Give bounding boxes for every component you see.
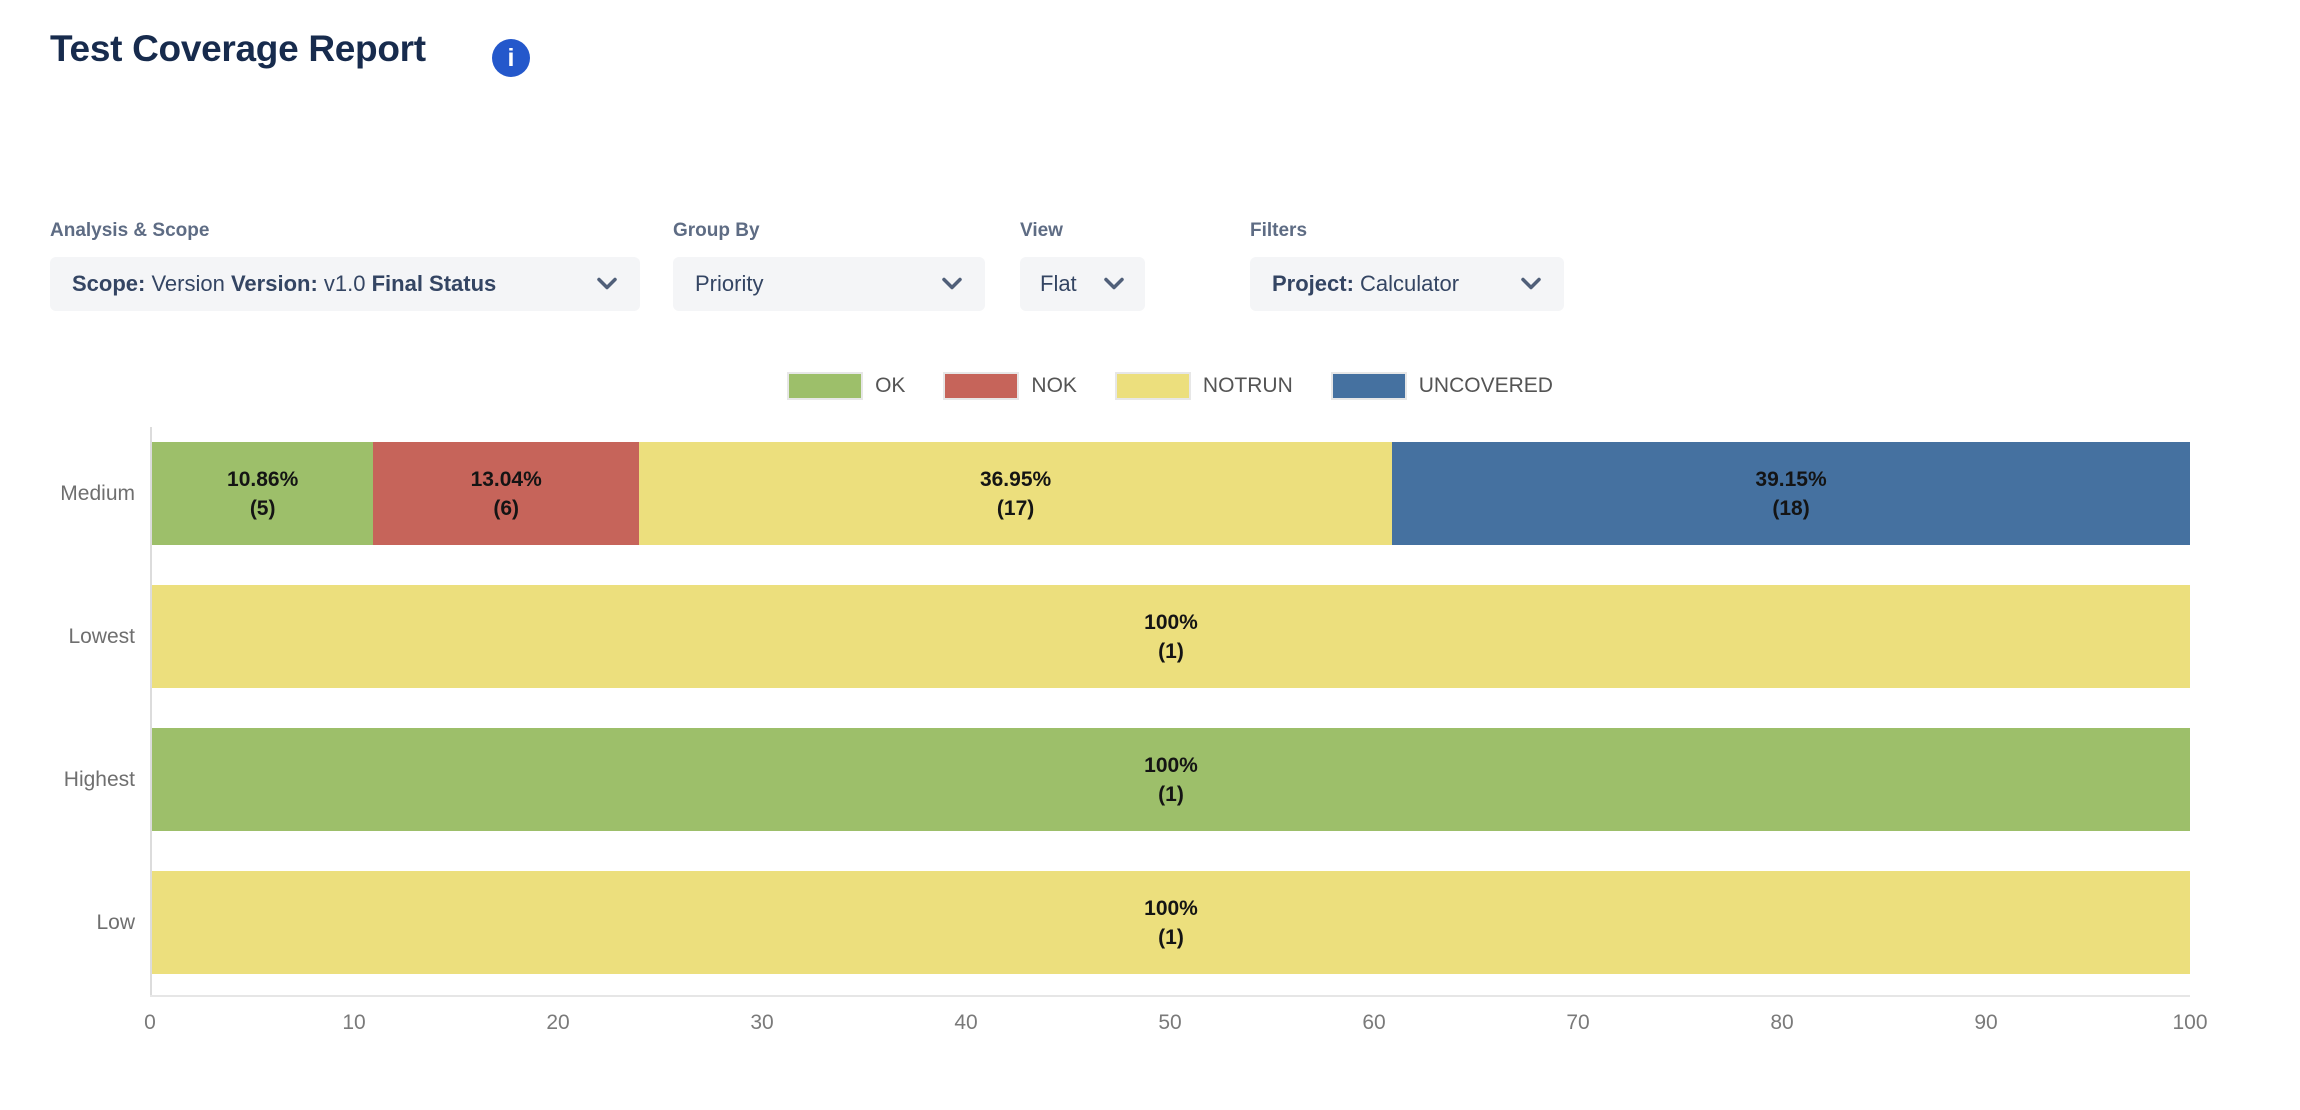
stacked-bar: 100% (1) [152,585,2190,688]
legend-swatch-nok [943,372,1020,400]
chevron-down-icon [1104,277,1124,290]
x-tick-label: 70 [1566,1011,1590,1034]
bar-segment-ok[interactable]: 10.86% (5) [152,442,374,545]
category-label: Medium [60,481,135,505]
segment-count-label: (1) [1158,925,1184,949]
legend-item-ok[interactable]: OK [787,372,905,400]
filters-dropdown-value: Project: Calculator [1272,271,1460,296]
legend-swatch-uncovered [1330,372,1407,400]
view-dropdown-value: Flat [1040,271,1077,296]
chart-row-lowest: Lowest 100% (1) [68,585,2190,688]
analysis-scope-dropdown-value: Scope: Version Version: v1.0 Final Statu… [72,271,497,296]
segment-count-label: (5) [249,496,276,520]
category-label: Lowest [68,624,135,648]
category-label: Highest [63,767,135,791]
analysis-scope-dropdown[interactable]: Scope: Version Version: v1.0 Final Statu… [50,257,640,311]
control-view: View Flat [1020,220,1145,311]
chart-rows: Medium 10.86% (5) 13.04% (6) 36.95% (17) 39.15%… [60,442,2190,1014]
segment-percent-label: 100% [1144,896,1198,920]
x-tick-label: 30 [750,1011,774,1034]
segment-percent-label: 13.04% [470,467,542,491]
x-tick-label: 20 [546,1011,570,1034]
chart-legend: OK NOK NOTRUN UNCOVERED [150,372,2190,400]
legend-label-ok: OK [875,374,906,397]
x-axis-ticks: 0 10 20 30 40 50 60 70 80 90 100 [144,1011,2207,1041]
chevron-down-icon [1521,277,1541,290]
bar-segment-ok[interactable]: 100% (1) [152,728,2190,831]
bar-segment-uncovered[interactable]: 39.15% (18) [1392,442,2190,545]
chart-row-medium: Medium 10.86% (5) 13.04% (6) 36.95% (17) 39.15%… [60,442,2190,545]
control-label-group-by: Group By [673,220,760,241]
group-by-dropdown-value: Priority [695,271,764,296]
legend-label-nok: NOK [1031,374,1077,397]
chart-row-highest: Highest 100% (1) [64,728,2190,831]
segment-count-label: (1) [1158,782,1184,806]
x-tick-label: 100 [2172,1011,2208,1034]
chevron-down-icon [942,277,962,290]
x-tick-label: 10 [342,1011,366,1034]
bar-segment-nok[interactable]: 13.04% (6) [373,442,640,545]
control-label-view: View [1020,220,1063,241]
stacked-bar: 10.86% (5) 13.04% (6) 36.95% (17) 39.15% (18) [152,442,2190,545]
control-label-filters: Filters [1250,220,1308,241]
control-group-by: Group By Priority [673,220,985,311]
legend-label-uncovered: UNCOVERED [1418,374,1553,397]
legend-item-nok[interactable]: NOK [943,372,1077,400]
control-analysis-scope: Analysis & Scope Scope: Version Version: … [50,220,640,311]
legend-item-notrun[interactable]: NOTRUN [1114,372,1293,400]
x-tick-label: 80 [1770,1011,1794,1034]
segment-percent-label: 100% [1144,610,1198,634]
x-tick-label: 50 [1158,1011,1182,1034]
page-title: Test Coverage Report [50,28,426,69]
bar-segment-notrun[interactable]: 100% (1) [152,585,2190,688]
info-icon[interactable]: i [492,39,530,77]
chart-plot-area: Medium 10.86% (5) 13.04% (6) 36.95% (17) 39.15%… [60,427,2208,1034]
bar-segment-notrun[interactable]: 100% (1) [152,871,2190,974]
segment-count-label: (17) [996,496,1035,520]
segment-percent-label: 10.86% [227,467,299,491]
segment-count-label: (18) [1772,496,1810,520]
chevron-down-icon [597,277,617,290]
filters-dropdown[interactable]: Project: Calculator [1250,257,1564,311]
stacked-bar: 100% (1) [152,728,2190,831]
segment-count-label: (6) [493,496,520,520]
control-label-analysis-scope: Analysis & Scope [50,220,210,241]
x-tick-label: 90 [1974,1011,1998,1034]
view-dropdown[interactable]: Flat [1020,257,1145,311]
bar-segment-notrun[interactable]: 36.95% (17) [639,442,1393,545]
legend-item-uncovered[interactable]: UNCOVERED [1330,372,1553,400]
legend-swatch-notrun [1114,372,1191,400]
category-label: Low [96,910,135,934]
stacked-bar: 100% (1) [152,871,2190,974]
legend-swatch-ok [787,372,864,400]
segment-count-label: (1) [1158,639,1184,663]
segment-percent-label: 100% [1144,753,1198,777]
x-tick-label: 60 [1362,1011,1386,1034]
legend-label-notrun: NOTRUN [1202,374,1293,397]
x-tick-label: 40 [954,1011,978,1034]
segment-percent-label: 36.95% [979,467,1052,491]
control-filters: Filters Project: Calculator [1250,220,1564,311]
chart-row-low: Low 100% (1) [96,871,2190,974]
group-by-dropdown[interactable]: Priority [673,257,985,311]
x-tick-label: 0 [144,1011,156,1034]
segment-percent-label: 39.15% [1755,467,1827,491]
